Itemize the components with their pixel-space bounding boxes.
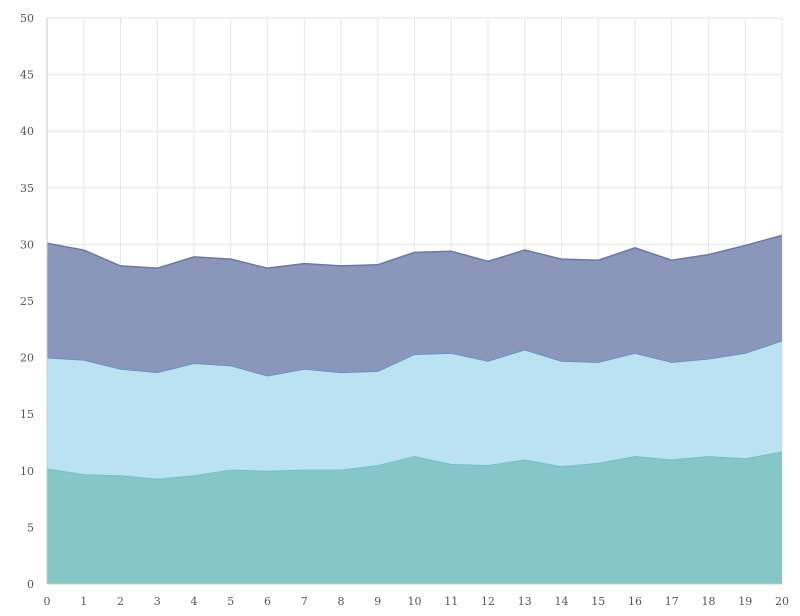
area-series-group — [46, 234, 783, 584]
y-tick-label: 40 — [20, 125, 34, 138]
x-tick-label: 11 — [444, 595, 458, 608]
y-tick-labels: 0 5 10 15 20 25 30 35 40 45 50 — [20, 12, 34, 591]
y-tick-label: 15 — [20, 408, 34, 421]
y-tick-label: 35 — [20, 182, 34, 195]
x-tick-label: 2 — [117, 595, 124, 608]
x-tick-label: 12 — [481, 595, 495, 608]
x-tick-label: 15 — [591, 595, 605, 608]
area-series-3 — [47, 235, 782, 376]
x-tick-label: 17 — [665, 595, 679, 608]
y-tick-label: 0 — [27, 578, 34, 591]
x-tick-label: 16 — [628, 595, 642, 608]
x-tick-label: 14 — [555, 595, 569, 608]
y-tick-label: 50 — [20, 12, 34, 25]
x-tick-label: 10 — [408, 595, 422, 608]
y-tick-label: 5 — [27, 521, 34, 534]
x-tick-label: 18 — [702, 595, 716, 608]
x-tick-label: 4 — [191, 595, 198, 608]
x-tick-label: 7 — [301, 595, 308, 608]
x-tick-label: 13 — [518, 595, 532, 608]
y-tick-label: 45 — [20, 69, 34, 82]
area-series-1 — [47, 451, 782, 584]
y-tick-label: 30 — [20, 238, 34, 251]
area-series-3-line — [46, 234, 783, 269]
x-tick-label: 20 — [775, 595, 789, 608]
y-tick-label: 10 — [20, 465, 34, 478]
x-tick-label: 8 — [338, 595, 345, 608]
axes — [46, 18, 782, 585]
area-series-2 — [47, 340, 782, 479]
x-tick-label: 1 — [80, 595, 87, 608]
x-tick-label: 0 — [44, 595, 51, 608]
x-tick-label: 6 — [264, 595, 271, 608]
x-tick-label: 3 — [154, 595, 161, 608]
x-tick-label: 5 — [227, 595, 234, 608]
y-tick-label: 25 — [20, 295, 34, 308]
x-tick-labels: 0 1 2 3 4 5 6 7 8 9 10 11 12 13 14 15 16 17 18 19 20 — [44, 595, 790, 608]
x-tick-label: 9 — [374, 595, 381, 608]
x-tick-label: 19 — [738, 595, 752, 608]
y-tick-label: 20 — [20, 352, 34, 365]
